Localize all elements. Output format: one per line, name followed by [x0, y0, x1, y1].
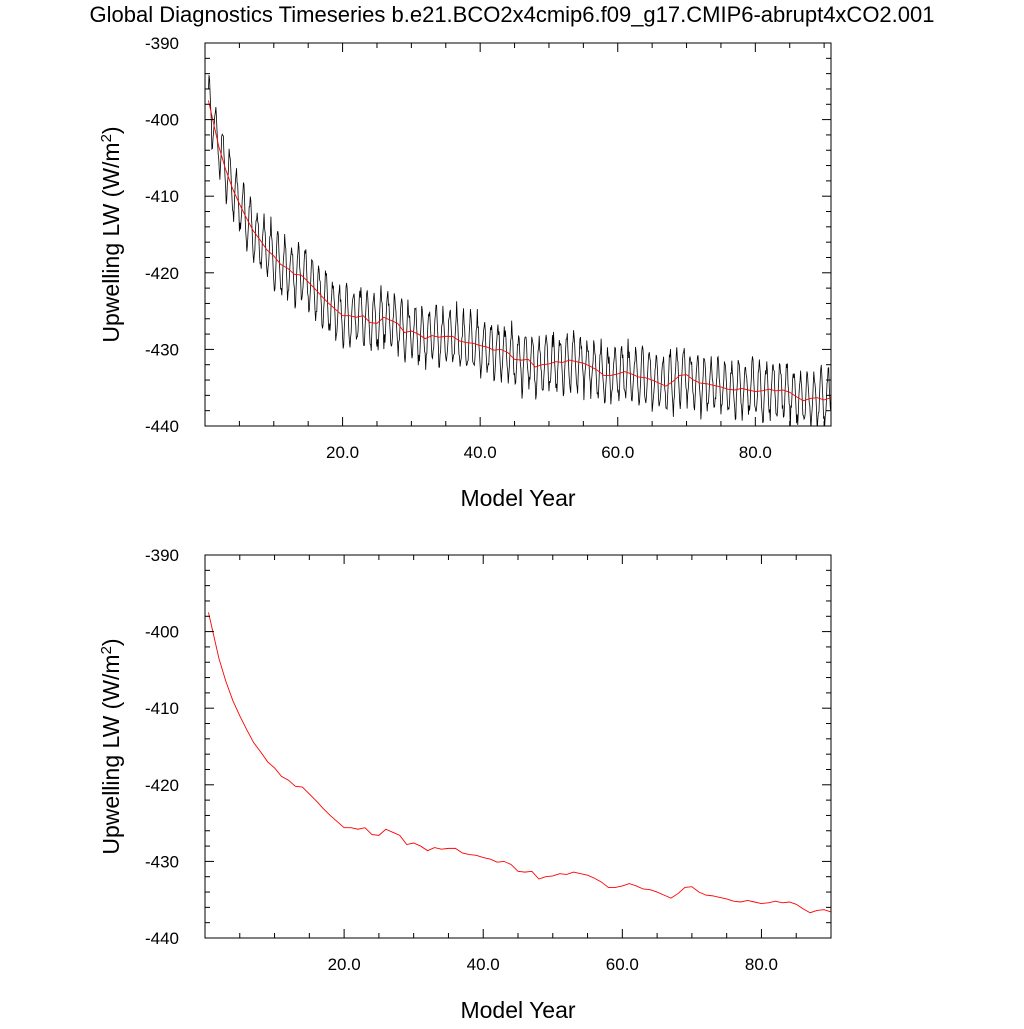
x-tick-label: 40.0	[467, 955, 500, 974]
y-tick-label: -420	[145, 776, 179, 795]
plot-frame	[204, 42, 832, 427]
y-tick-label: -390	[145, 546, 179, 565]
x-tick-label: 20.0	[326, 443, 359, 462]
y-axis-title-main: Upwelling LW (W/m	[98, 654, 124, 854]
x-axis-title: Model Year	[460, 485, 575, 511]
x-tick-label: 80.0	[745, 955, 778, 974]
x-axis-title: Model Year	[460, 997, 575, 1023]
series-annual-line	[208, 100, 831, 402]
y-axis-title-close: )	[98, 126, 124, 134]
y-tick-label: -410	[145, 699, 179, 718]
x-tick-label: 60.0	[606, 955, 639, 974]
x-tick-label: 60.0	[601, 443, 634, 462]
y-tick-label: -430	[145, 852, 179, 871]
x-tick-label: 40.0	[464, 443, 497, 462]
series-monthly-line	[208, 75, 831, 426]
page-title: Global Diagnostics Timeseries b.e21.BCO2…	[89, 2, 935, 27]
series-annual-line	[208, 612, 831, 914]
y-tick-label: -400	[145, 111, 179, 130]
chart-panel-1: 20.0 40.0 60.0 80.0 -390 -400 -410 -420 -430 -440…	[98, 34, 832, 511]
x-tick-label: 80.0	[739, 443, 772, 462]
y-axis-title-main: Upwelling LW (W/m	[98, 142, 124, 342]
x-tick-label: 20.0	[328, 955, 361, 974]
y-axis-title-sup: 2	[98, 646, 115, 654]
y-axis-title: Upwelling LW (W/m2)	[98, 638, 124, 854]
y-tick-label: -420	[145, 264, 179, 283]
y-axis-title-close: )	[98, 638, 124, 646]
y-tick-label: -400	[145, 623, 179, 642]
y-tick-label: -410	[145, 187, 179, 206]
y-axis-title-sup: 2	[98, 134, 115, 142]
y-tick-label: -440	[145, 417, 179, 436]
y-tick-label: -440	[145, 929, 179, 948]
y-tick-label: -430	[145, 340, 179, 359]
y-axis-title: Upwelling LW (W/m2)	[98, 126, 124, 342]
chart-panel-2: 20.0 40.0 60.0 80.0 -390 -400 -410 -420 -430 -440…	[98, 546, 832, 1023]
plot-frame	[204, 554, 832, 939]
y-tick-label: -390	[145, 34, 179, 53]
